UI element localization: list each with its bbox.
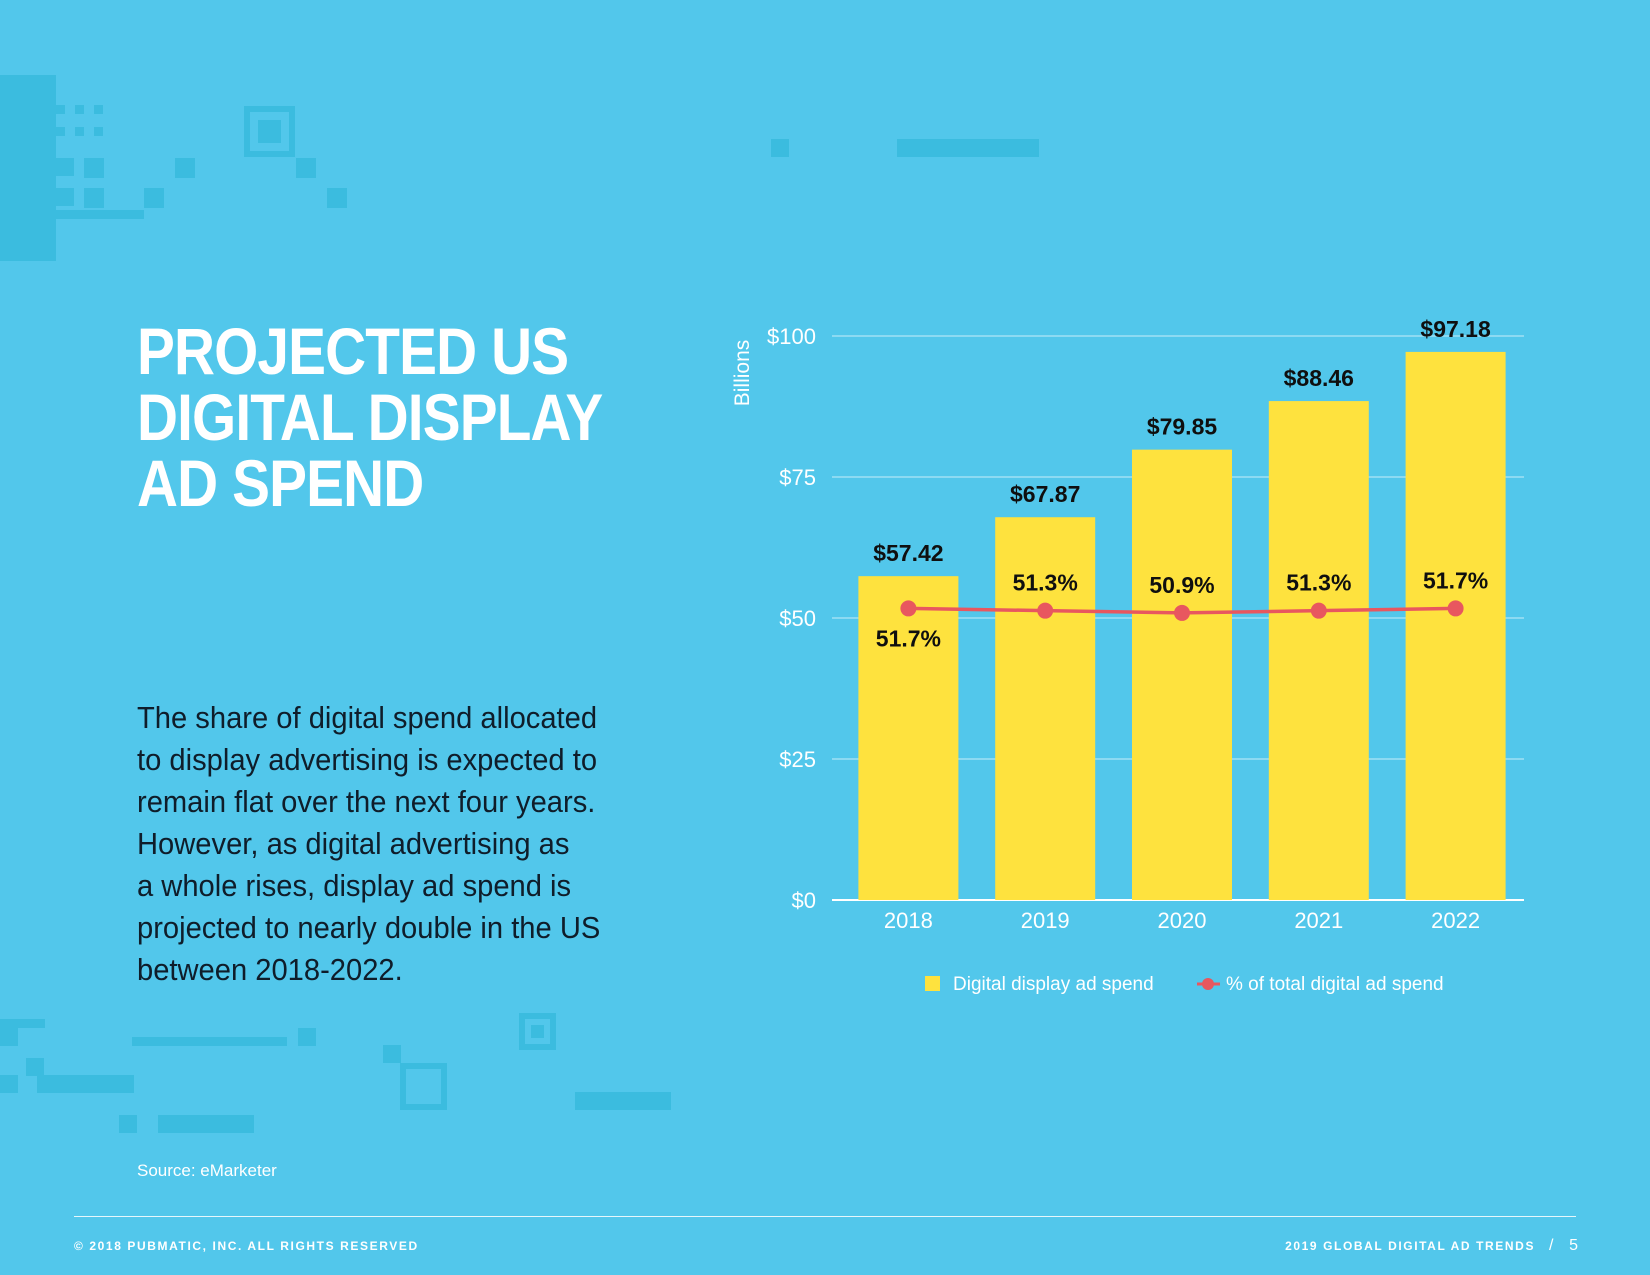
bar	[858, 576, 959, 900]
percent-label: 51.7%	[876, 625, 941, 651]
line-point	[1174, 604, 1190, 621]
body-line: to display advertising is expected to	[137, 742, 598, 777]
percent-label: 51.3%	[1013, 570, 1078, 596]
legend-label: Digital display ad spend	[953, 974, 1154, 995]
legend-swatch-bar	[925, 976, 940, 991]
body-line: remain flat over the next four years.	[137, 784, 596, 819]
source-note: Source: eMarketer	[137, 1161, 277, 1180]
title-line: PROJECTED US	[137, 314, 569, 388]
report-title: 2019 GLOBAL DIGITAL AD TRENDS	[1285, 1239, 1536, 1253]
bar-line-chart: $0 $25 $50 $75 $100 Billions $57.42 $67.87 $79.8…	[720, 300, 1540, 1020]
chart-svg: $0 $25 $50 $75 $100 Billions $57.42 $67.87 $79.8…	[731, 316, 1524, 995]
x-tick-label: 2020	[1158, 908, 1207, 933]
y-axis-label: Billions	[731, 340, 754, 407]
percent-label: 50.9%	[1149, 572, 1214, 598]
bar-value-label: $57.42	[873, 540, 943, 566]
y-tick-label: $25	[779, 747, 816, 772]
bar-value-label: $97.18	[1420, 316, 1491, 342]
copyright-text: © 2018 PUBMATIC, INC. ALL RIGHTS RESERVE…	[74, 1239, 419, 1253]
x-tick-label: 2022	[1431, 908, 1480, 933]
body-line: The share of digital spend allocated	[137, 700, 598, 735]
footer-separator: /	[1549, 1237, 1556, 1254]
y-tick-label: $50	[779, 606, 816, 631]
bar-value-label: $67.87	[1010, 481, 1080, 507]
legend-label: % of total digital ad spend	[1226, 974, 1444, 995]
bar	[1405, 351, 1506, 900]
description-paragraph: The share of digital spend allocated to …	[137, 697, 645, 991]
bar	[1268, 401, 1369, 900]
y-tick-label: $100	[767, 324, 816, 349]
line-point	[1310, 602, 1327, 619]
bar	[1132, 449, 1232, 900]
body-line: a whole rises, display ad spend is	[137, 868, 572, 903]
x-tick-label: 2019	[1021, 908, 1070, 933]
line-point	[1037, 602, 1054, 619]
y-tick-label: $0	[792, 888, 816, 913]
body-line: However, as digital advertising as	[137, 826, 570, 861]
legend-swatch-point	[1202, 978, 1214, 990]
title-line: AD SPEND	[137, 446, 424, 520]
bar	[995, 517, 1096, 900]
line-point	[900, 600, 917, 617]
body-line: projected to nearly double in the US	[137, 910, 601, 945]
footer-right: 2019 GLOBAL DIGITAL AD TRENDS / 5	[1285, 1237, 1578, 1255]
line-point	[1447, 600, 1464, 617]
title-line: DIGITAL DISPLAY	[137, 380, 603, 454]
page-number: 5	[1569, 1237, 1578, 1254]
body-line: between 2018-2022.	[137, 952, 403, 987]
bar-value-label: $88.46	[1284, 365, 1354, 391]
percent-label: 51.7%	[1423, 567, 1488, 593]
footer-divider	[74, 1216, 1576, 1217]
x-tick-label: 2018	[884, 908, 933, 933]
y-tick-label: $75	[779, 465, 816, 490]
percent-label: 51.3%	[1286, 570, 1351, 596]
bar-value-label: $79.85	[1147, 414, 1218, 440]
page-title: PROJECTED US DIGITAL DISPLAY AD SPEND	[137, 318, 619, 516]
x-tick-label: 2021	[1294, 908, 1343, 933]
